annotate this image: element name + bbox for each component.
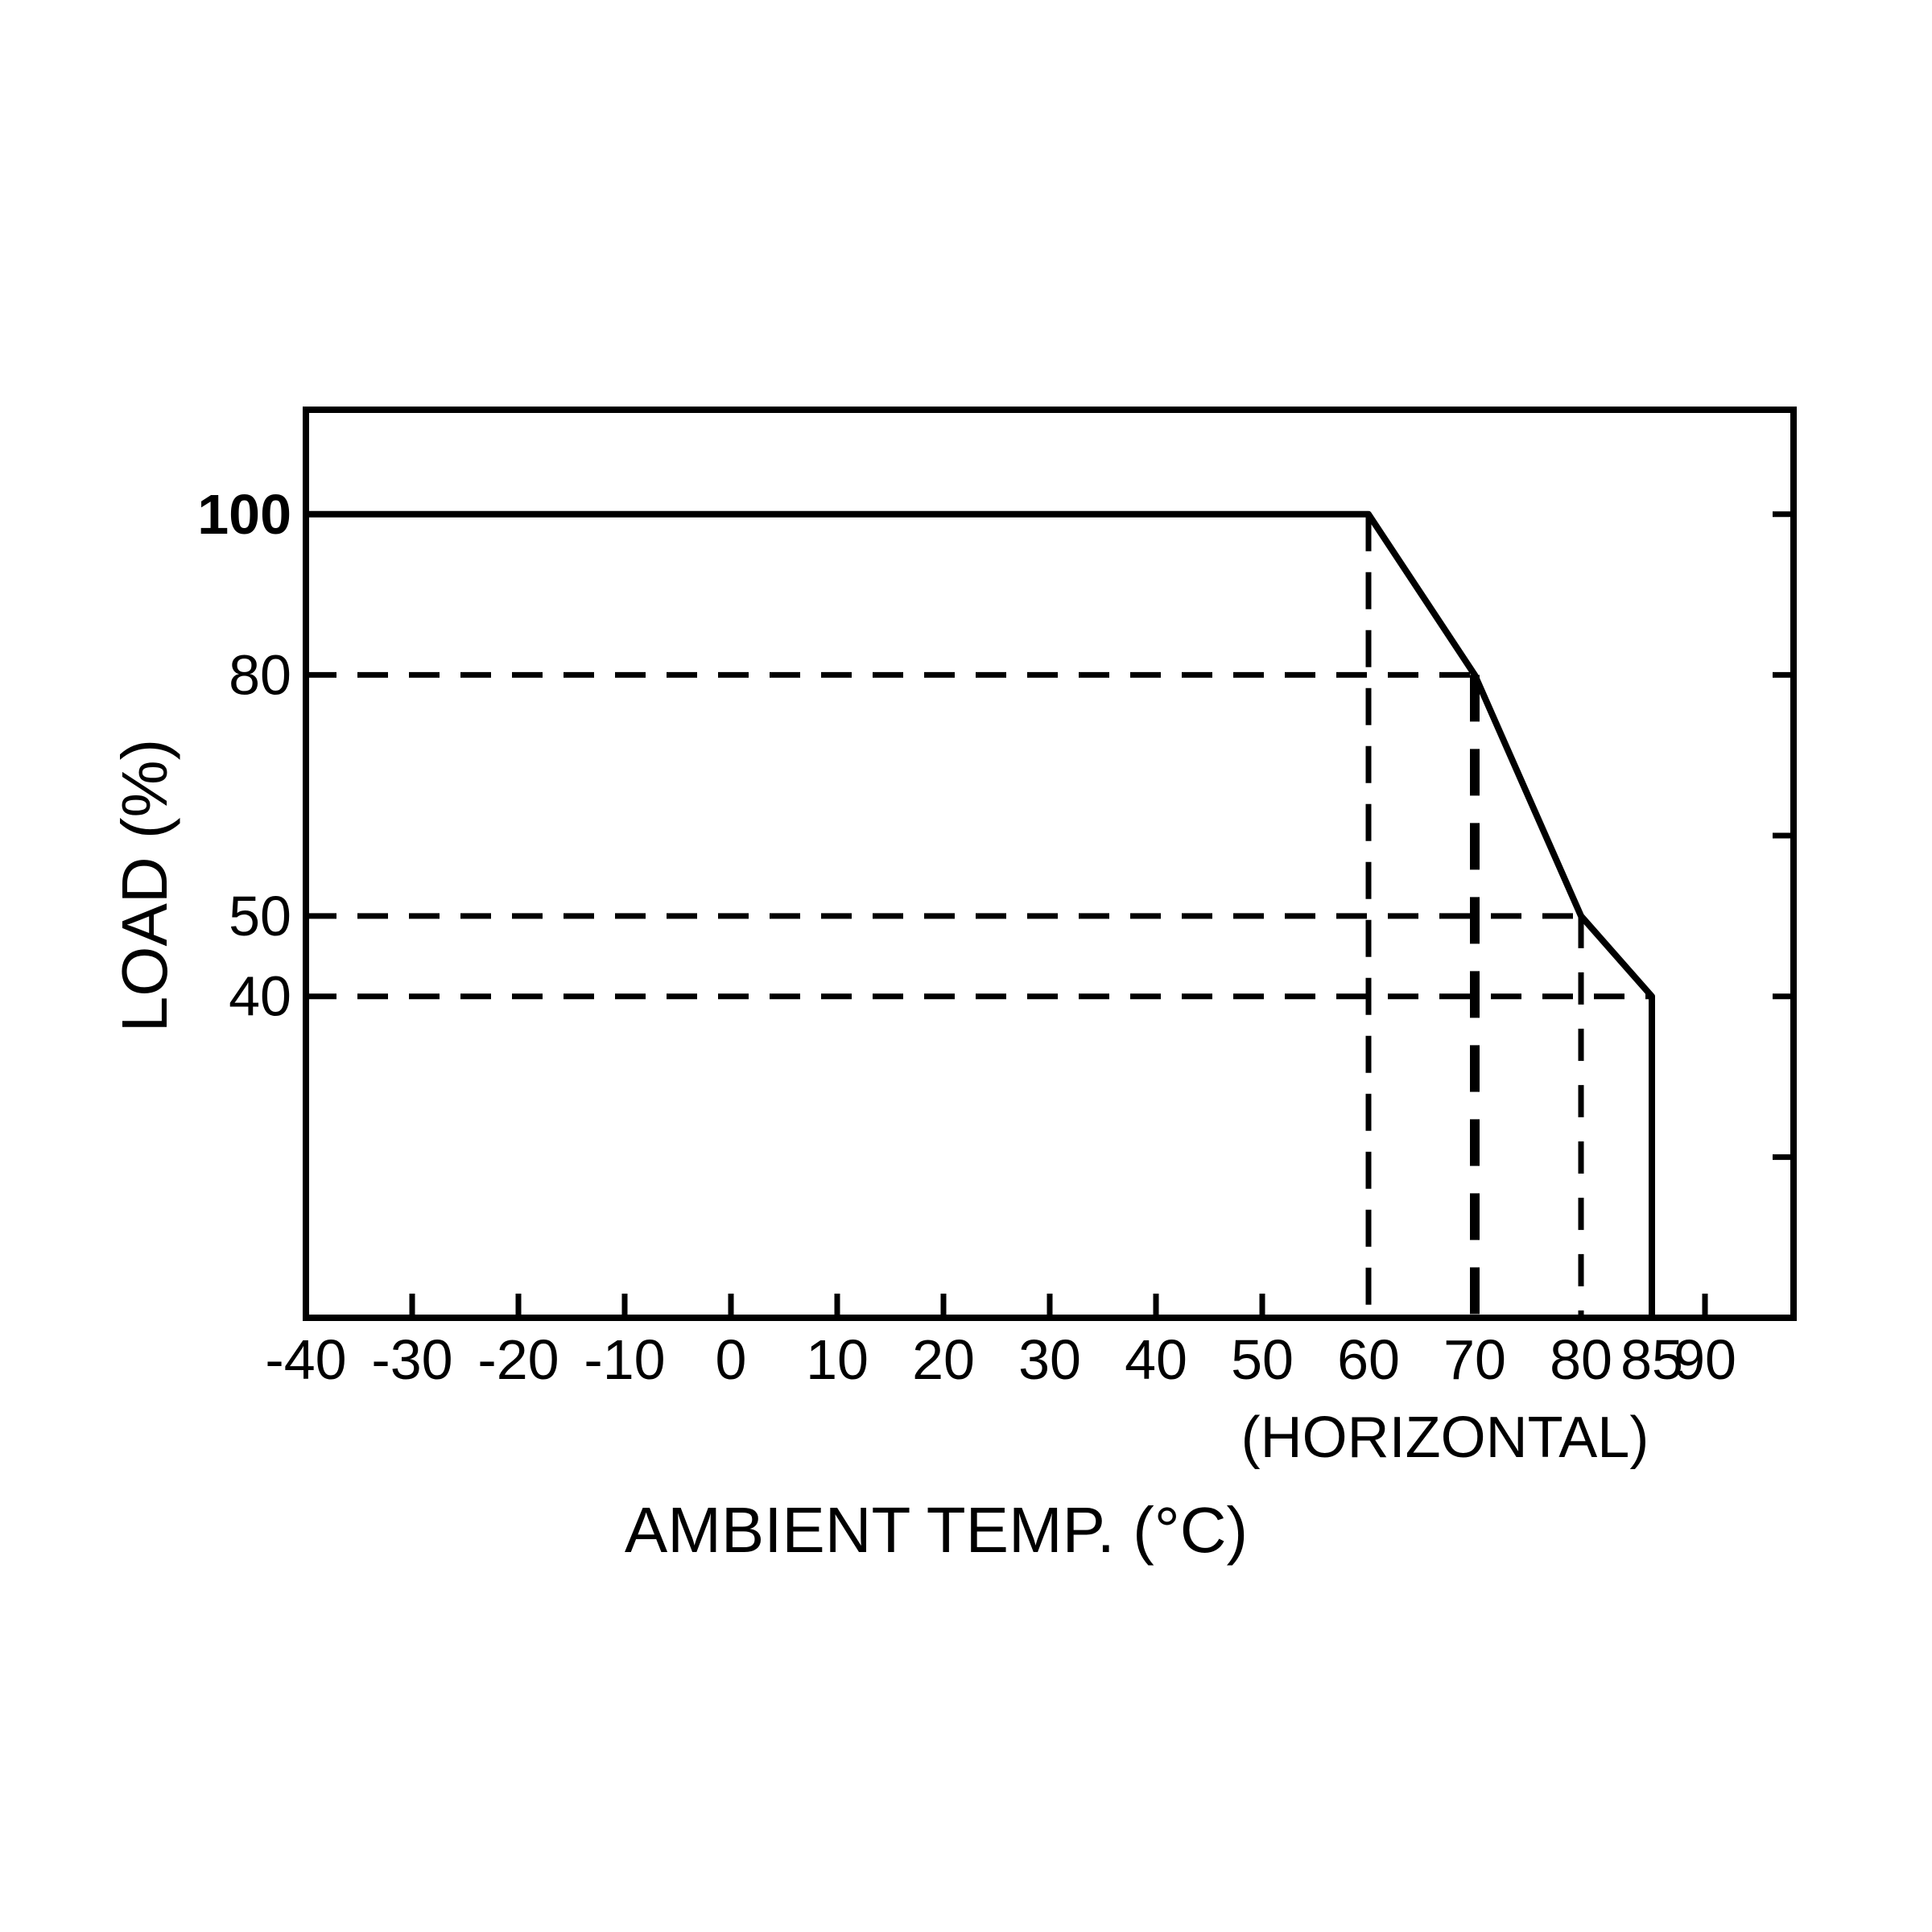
x-axis-title: AMBIENT TEMP. (°C) — [625, 1494, 1248, 1566]
x-tick-label-80: 80 — [1550, 1328, 1612, 1391]
y-tick-label-40: 40 — [229, 965, 291, 1028]
x-tick-label-0: 0 — [716, 1328, 747, 1391]
x-tick-label-90: 90 — [1674, 1328, 1736, 1391]
y-axis-title: LOAD (%) — [109, 739, 180, 1033]
orientation-note: (HORIZONTAL) — [1241, 1406, 1649, 1470]
x-tick-label-60: 60 — [1337, 1328, 1400, 1391]
x-tick-label-40: 40 — [1125, 1328, 1187, 1391]
x-tick-label--40: -40 — [265, 1328, 346, 1391]
derating-curve — [306, 510, 1655, 1318]
y-tick-label-100: 100 — [197, 483, 291, 546]
x-tick-label-70: 70 — [1443, 1328, 1506, 1391]
x-tick-label--30: -30 — [371, 1328, 452, 1391]
x-tick-label-30: 30 — [1018, 1328, 1081, 1391]
x-tick-label-50: 50 — [1231, 1328, 1294, 1391]
x-tick-label-85: 85 — [1620, 1328, 1683, 1391]
x-tick-label--10: -10 — [584, 1328, 665, 1391]
y-tick-label-80: 80 — [229, 643, 291, 706]
x-tick-label--20: -20 — [477, 1328, 559, 1391]
x-tick-label-10: 10 — [806, 1328, 869, 1391]
x-tick-label-20: 20 — [912, 1328, 975, 1391]
y-tick-label-50: 50 — [229, 885, 291, 947]
